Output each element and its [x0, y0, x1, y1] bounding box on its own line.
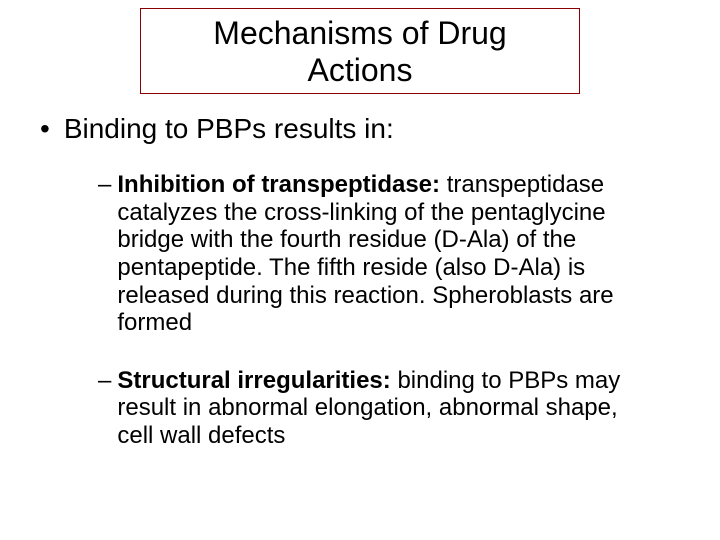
title-box: Mechanisms of Drug Actions — [140, 8, 580, 94]
bullet-level2-item: – Inhibition of transpeptidase: transpep… — [98, 171, 650, 337]
bullet-row: – Inhibition of transpeptidase: transpep… — [98, 171, 650, 337]
dash-icon: – — [98, 367, 111, 395]
bullet-level1: • Binding to PBPs results in: — [40, 112, 690, 146]
bullet-row: • Binding to PBPs results in: — [40, 112, 690, 146]
level2-text: Structural irregularities: binding to PB… — [117, 367, 650, 450]
bullet-dot-icon: • — [40, 112, 50, 146]
bullet-level2-item: – Structural irregularities: binding to … — [98, 367, 650, 450]
dash-icon: – — [98, 171, 111, 199]
slide-title: Mechanisms of Drug Actions — [161, 15, 559, 89]
bold-label: Structural irregularities: — [117, 367, 390, 394]
level2-text: Inhibition of transpeptidase: transpepti… — [117, 171, 650, 337]
bold-label: Inhibition of transpeptidase: — [117, 171, 440, 198]
bullet-row: – Structural irregularities: binding to … — [98, 367, 650, 450]
level1-text: Binding to PBPs results in: — [64, 112, 394, 146]
slide-container: Mechanisms of Drug Actions • Binding to … — [0, 0, 720, 540]
